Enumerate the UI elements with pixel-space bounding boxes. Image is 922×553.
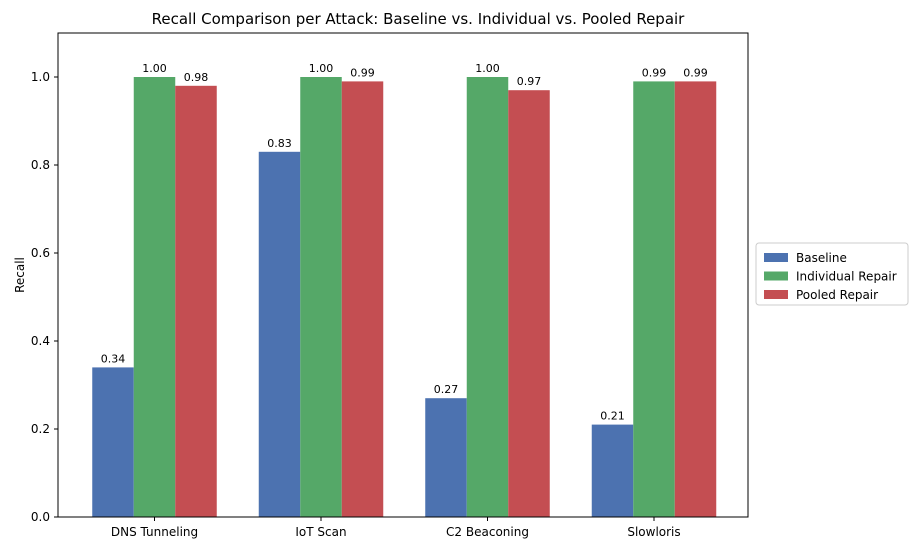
y-tick-label: 0.2	[31, 422, 50, 436]
y-tick-label: 0.6	[31, 246, 50, 260]
legend-swatch	[764, 253, 788, 262]
legend-label: Pooled Repair	[796, 288, 878, 302]
bar-pooled-repair-c2-beaconing	[508, 90, 550, 517]
y-tick-label: 0.8	[31, 158, 50, 172]
legend-swatch	[764, 271, 788, 281]
x-tick-label: IoT Scan	[295, 525, 346, 539]
data-label: 0.99	[350, 66, 375, 79]
data-labels-group: 0.34 0.83 0.27 0.21 1.00 1.00 1.00 0.99 0.98 0.99…	[101, 62, 708, 423]
bar-baseline-slowloris	[591, 424, 634, 517]
bar-baseline-iot-scan	[258, 151, 301, 518]
bar-individual-repair-slowloris	[633, 81, 675, 518]
data-label: 0.34	[101, 352, 126, 365]
y-tick-label: 0.4	[31, 334, 50, 348]
bar-baseline-c2-beaconing	[425, 398, 467, 517]
legend-frame	[755, 242, 909, 306]
x-tick-label: C2 Beaconing	[446, 525, 529, 539]
data-label: 0.97	[517, 75, 542, 88]
plot-frame	[57, 32, 749, 518]
bar-individual-repair-c2-beaconing	[466, 77, 509, 517]
x-tick-label: DNS Tunneling	[111, 525, 198, 539]
x-tick-label: Slowloris	[627, 525, 680, 539]
bar-baseline-dns-tunneling	[92, 367, 134, 517]
data-label: 0.21	[600, 410, 625, 423]
data-label: 0.98	[184, 71, 209, 84]
chart-title: Recall Comparison per Attack: Baseline v…	[152, 10, 686, 28]
bar-pooled-repair-slowloris	[674, 81, 717, 518]
legend: Baseline Individual Repair Pooled Repair	[755, 242, 909, 306]
y-axis-label: Recall	[13, 257, 27, 293]
bar-individual-repair-iot-scan	[300, 77, 342, 517]
legend-label: Baseline	[796, 251, 847, 265]
data-label: 1.00	[309, 62, 334, 75]
y-tick-label: 0.0	[31, 510, 50, 524]
bar-pooled-repair-iot-scan	[341, 81, 384, 518]
bar-pooled-repair-dns-tunneling	[175, 85, 217, 518]
y-axis: 0.0 0.2 0.4 0.6 0.8 1.0	[31, 70, 58, 524]
legend-swatch	[764, 290, 788, 299]
bars-group	[92, 77, 717, 518]
data-label: 0.27	[434, 383, 459, 396]
data-label: 0.83	[267, 137, 292, 150]
legend-label: Individual Repair	[796, 270, 897, 284]
y-tick-label: 1.0	[31, 70, 50, 84]
data-label: 1.00	[142, 62, 167, 75]
x-axis: DNS Tunneling IoT Scan C2 Beaconing Slowlor…	[111, 517, 681, 539]
data-label: 1.00	[475, 62, 500, 75]
data-label: 0.99	[683, 66, 708, 79]
data-label: 0.99	[642, 66, 667, 79]
bar-individual-repair-dns-tunneling	[133, 77, 176, 517]
